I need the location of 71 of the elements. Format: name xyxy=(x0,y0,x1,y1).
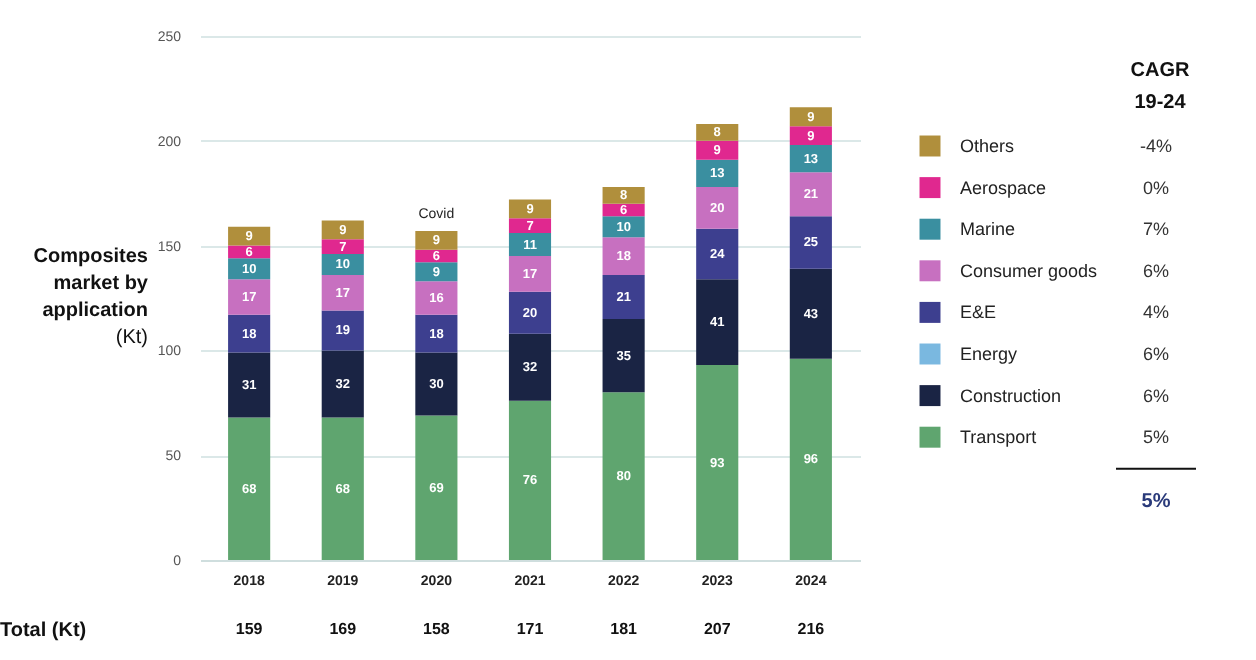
legend-label: Others xyxy=(960,136,1016,156)
bar xyxy=(228,258,271,280)
text: 0% xyxy=(1142,177,1170,198)
legend-label: Transport xyxy=(960,427,1038,448)
bar xyxy=(696,186,739,229)
bar xyxy=(602,392,645,560)
text: 4% xyxy=(1142,302,1170,323)
text: 216 xyxy=(797,620,826,638)
text: 6% xyxy=(1142,260,1170,281)
bar xyxy=(602,186,645,204)
bar xyxy=(508,218,552,234)
bar xyxy=(508,400,552,560)
bar xyxy=(228,314,271,353)
bar xyxy=(696,228,739,280)
bar xyxy=(696,159,739,187)
bar xyxy=(321,239,364,254)
bar xyxy=(508,256,552,292)
bar xyxy=(789,268,832,359)
text: CAGR 19-24 xyxy=(1130,60,1191,114)
bar xyxy=(321,274,364,311)
bar xyxy=(696,140,739,160)
bar xyxy=(321,417,364,560)
text: 5% xyxy=(1142,427,1170,448)
bar xyxy=(789,144,832,173)
text: 6% xyxy=(1142,385,1170,406)
bar xyxy=(228,279,271,315)
bar xyxy=(508,333,552,401)
bar xyxy=(415,415,458,560)
bar xyxy=(789,107,832,127)
text: 171 xyxy=(516,620,545,638)
bar xyxy=(321,310,364,351)
bar xyxy=(789,126,832,145)
text: Total (Kt) xyxy=(0,620,87,642)
text: 6% xyxy=(1142,344,1170,364)
y-axis-title: Composites market by application (Kt) xyxy=(33,246,149,349)
legend-label: Consumer goods xyxy=(960,260,1099,281)
text: 5% xyxy=(1141,490,1171,513)
bar xyxy=(602,274,645,319)
text: -4% xyxy=(1139,136,1173,156)
text: 159 xyxy=(235,620,264,638)
legend-label: E&E xyxy=(960,302,997,323)
text: 181 xyxy=(610,620,639,638)
bar xyxy=(508,233,552,257)
bar xyxy=(228,417,271,560)
bar xyxy=(415,262,458,282)
bar xyxy=(696,365,739,560)
bar xyxy=(602,318,645,393)
bar xyxy=(321,220,364,240)
legend-label: Aerospace xyxy=(960,177,1047,198)
bar xyxy=(789,216,832,269)
legend-label: Construction xyxy=(960,385,1062,406)
bar xyxy=(415,230,458,250)
text: 7% xyxy=(1142,219,1170,240)
bar xyxy=(508,291,552,334)
legend-label: Energy xyxy=(960,344,1019,364)
bar xyxy=(696,279,739,366)
bar xyxy=(415,314,458,353)
bar xyxy=(696,124,739,141)
bar xyxy=(508,199,552,219)
text: 169 xyxy=(329,620,358,638)
bar xyxy=(415,281,458,315)
text: 158 xyxy=(423,620,451,638)
text: 207 xyxy=(703,620,732,638)
bar xyxy=(789,172,832,217)
legend-label: Marine xyxy=(960,219,1016,240)
bar xyxy=(415,352,458,416)
bar xyxy=(228,226,271,246)
bar xyxy=(321,350,364,418)
bar xyxy=(602,237,645,275)
bar xyxy=(228,352,271,418)
bar xyxy=(789,358,832,560)
